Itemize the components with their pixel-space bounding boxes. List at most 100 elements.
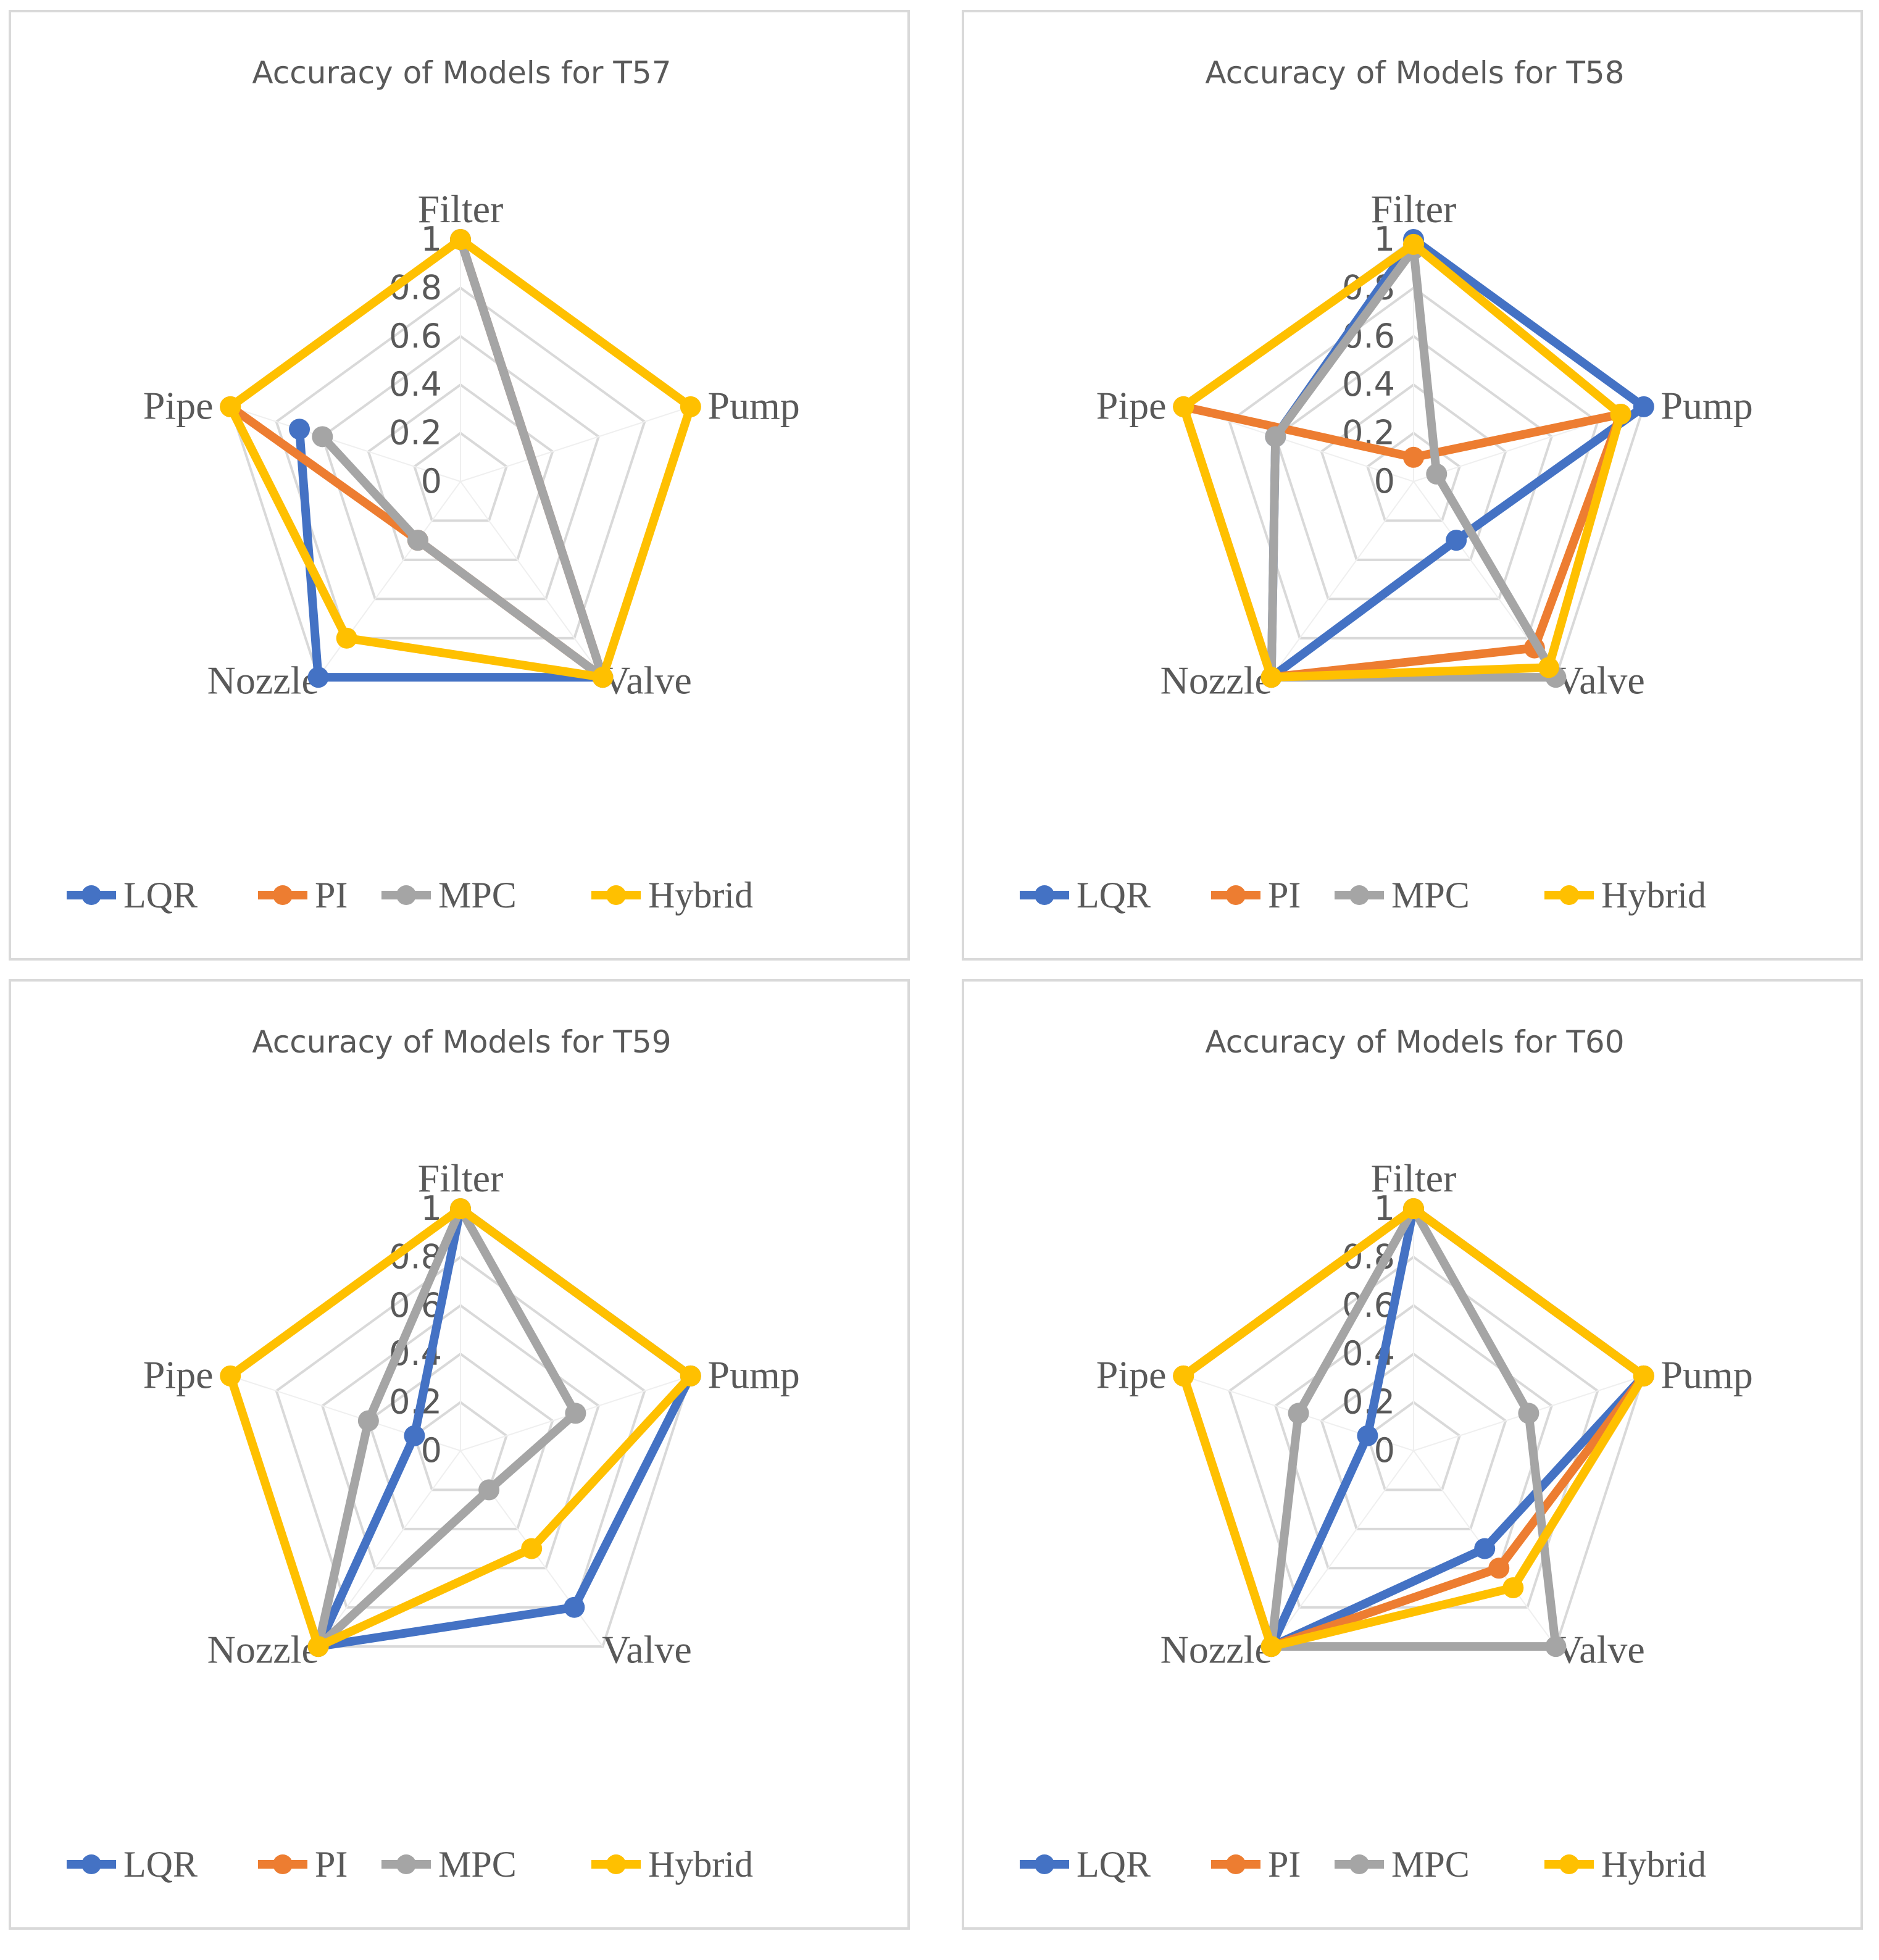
legend-swatch-marker — [606, 885, 626, 905]
legend-swatch-marker — [1559, 1854, 1579, 1874]
data-point — [1446, 530, 1467, 551]
data-point — [307, 1636, 329, 1658]
chart-title: Accuracy of Models for T59 — [252, 1024, 671, 1060]
legend-label: LQR — [1077, 1844, 1151, 1885]
grid-ring — [1320, 1352, 1507, 1530]
data-point — [1357, 1425, 1378, 1446]
data-point — [357, 1410, 379, 1432]
legend: LQR PI MPC Hybrid — [1020, 1844, 1706, 1885]
data-point — [450, 1198, 471, 1219]
legend-swatch-marker — [273, 1854, 293, 1874]
axis-label-pump: Pump — [707, 383, 799, 427]
legend-label: MPC — [1391, 1844, 1470, 1885]
axis-label-nozzle: Nozzle — [1160, 659, 1272, 703]
data-point — [1403, 446, 1424, 468]
series-lqr — [1260, 1198, 1654, 1658]
data-point — [564, 1596, 585, 1618]
radar-chart: Accuracy of Models for T5800.20.40.60.81… — [1020, 55, 1753, 915]
data-point — [680, 1365, 701, 1387]
legend-item-hybrid: Hybrid — [591, 1844, 753, 1885]
legend-item-mpc: MPC — [381, 1844, 517, 1885]
axis-label-nozzle: Nozzle — [207, 659, 319, 703]
data-point — [307, 667, 329, 688]
data-point — [1633, 396, 1654, 417]
data-point — [336, 627, 357, 649]
series-hybrid — [220, 1198, 701, 1658]
legend-item-pi: PI — [258, 875, 348, 915]
chart-title: Accuracy of Models for T57 — [252, 55, 671, 91]
grid-ring — [367, 1352, 554, 1530]
chart-panel-t57: Accuracy of Models for T57 0 0.2 0.4 0.6 0.8 1… — [9, 10, 910, 961]
tick-label: 0 — [1374, 462, 1395, 501]
data-point — [1502, 1577, 1524, 1598]
chart-panel-t59: Accuracy of Models for T59 0 0.2 0.4 0.6 0.8 1… — [9, 979, 910, 1930]
series-line — [1179, 1204, 1648, 1651]
grid-spoke — [1270, 481, 1414, 678]
tick-label: 0 — [421, 462, 442, 501]
grid-spoke — [317, 1450, 461, 1647]
legend-label: LQR — [1077, 875, 1151, 915]
legend-swatch-marker — [1035, 885, 1054, 905]
data-point — [1426, 463, 1448, 485]
tick-label: 0.4 — [1342, 365, 1395, 404]
data-point — [289, 419, 310, 440]
data-point — [1260, 1636, 1282, 1658]
grid-ring — [320, 1304, 601, 1570]
axis-label-pipe: Pipe — [143, 1353, 214, 1396]
axis-label-filter: Filter — [1371, 1156, 1457, 1200]
tick-label: 1 — [1374, 220, 1395, 259]
legend-swatch-marker — [606, 1854, 626, 1874]
legend-label: LQR — [123, 1844, 198, 1885]
data-point — [1545, 1636, 1567, 1658]
chart-panel-t58: Accuracy of Models for T58 0 0.2 0.4 0.6 0.8 1… — [962, 10, 1863, 961]
legend-swatch-marker — [1349, 885, 1369, 905]
axis-label-pump: Pump — [1660, 383, 1752, 427]
legend-item-lqr: LQR — [1020, 875, 1151, 915]
grid-ring — [1228, 1255, 1599, 1609]
grid-spoke — [460, 481, 604, 678]
axis-label-pump: Pump — [707, 1353, 799, 1396]
legend-label: MPC — [438, 875, 517, 915]
data-point — [1474, 1538, 1496, 1559]
tick-label: 0.4 — [389, 365, 442, 404]
axis-label-pipe: Pipe — [1096, 383, 1167, 427]
chart-panel-t60: Accuracy of Models for T60 0 0.2 0.4 0.6 0.8 1… — [962, 979, 1863, 1930]
grid-ring — [275, 1255, 646, 1609]
series-hybrid — [1173, 1198, 1654, 1658]
grid-spoke — [460, 406, 691, 482]
series-hybrid — [220, 229, 701, 688]
legend-label: Hybrid — [1601, 1844, 1706, 1885]
series-line — [314, 1204, 580, 1651]
tick-label: 0.6 — [389, 317, 442, 356]
data-point — [1610, 403, 1631, 425]
radar-chart: Accuracy of Models for T6000.20.40.60.81… — [1020, 1024, 1753, 1885]
grid-ring — [1366, 432, 1461, 522]
legend-item-pi: PI — [258, 1844, 348, 1885]
grid-spoke — [1270, 1450, 1414, 1647]
grid-ring — [367, 383, 554, 561]
legend: LQR PI MPC Hybrid — [67, 1844, 753, 1885]
axis-label-filter: Filter — [418, 187, 504, 231]
legend-label: MPC — [1391, 875, 1470, 915]
legend-swatch-marker — [1226, 1854, 1246, 1874]
series-line — [1267, 244, 1560, 682]
legend-item-hybrid: Hybrid — [591, 875, 753, 915]
axis-label-nozzle: Nozzle — [207, 1628, 319, 1672]
legend-swatch-marker — [81, 1854, 101, 1874]
legend-item-pi: PI — [1211, 1844, 1301, 1885]
legend-label: Hybrid — [648, 1844, 753, 1885]
legend-item-mpc: MPC — [1335, 875, 1470, 915]
axis-label-pipe: Pipe — [143, 383, 214, 427]
data-point — [680, 396, 701, 417]
chart-title: Accuracy of Models for T60 — [1205, 1024, 1624, 1060]
legend-item-hybrid: Hybrid — [1544, 875, 1706, 915]
series-line — [1179, 240, 1625, 682]
axis-label-valve: Valve — [602, 1628, 692, 1672]
legend-label: LQR — [123, 875, 198, 915]
series-mpc — [312, 229, 614, 688]
series-hybrid — [1173, 233, 1631, 688]
legend-item-mpc: MPC — [381, 875, 517, 915]
legend-label: Hybrid — [648, 875, 753, 915]
legend-swatch-marker — [81, 885, 101, 905]
legend-item-lqr: LQR — [1020, 1844, 1151, 1885]
